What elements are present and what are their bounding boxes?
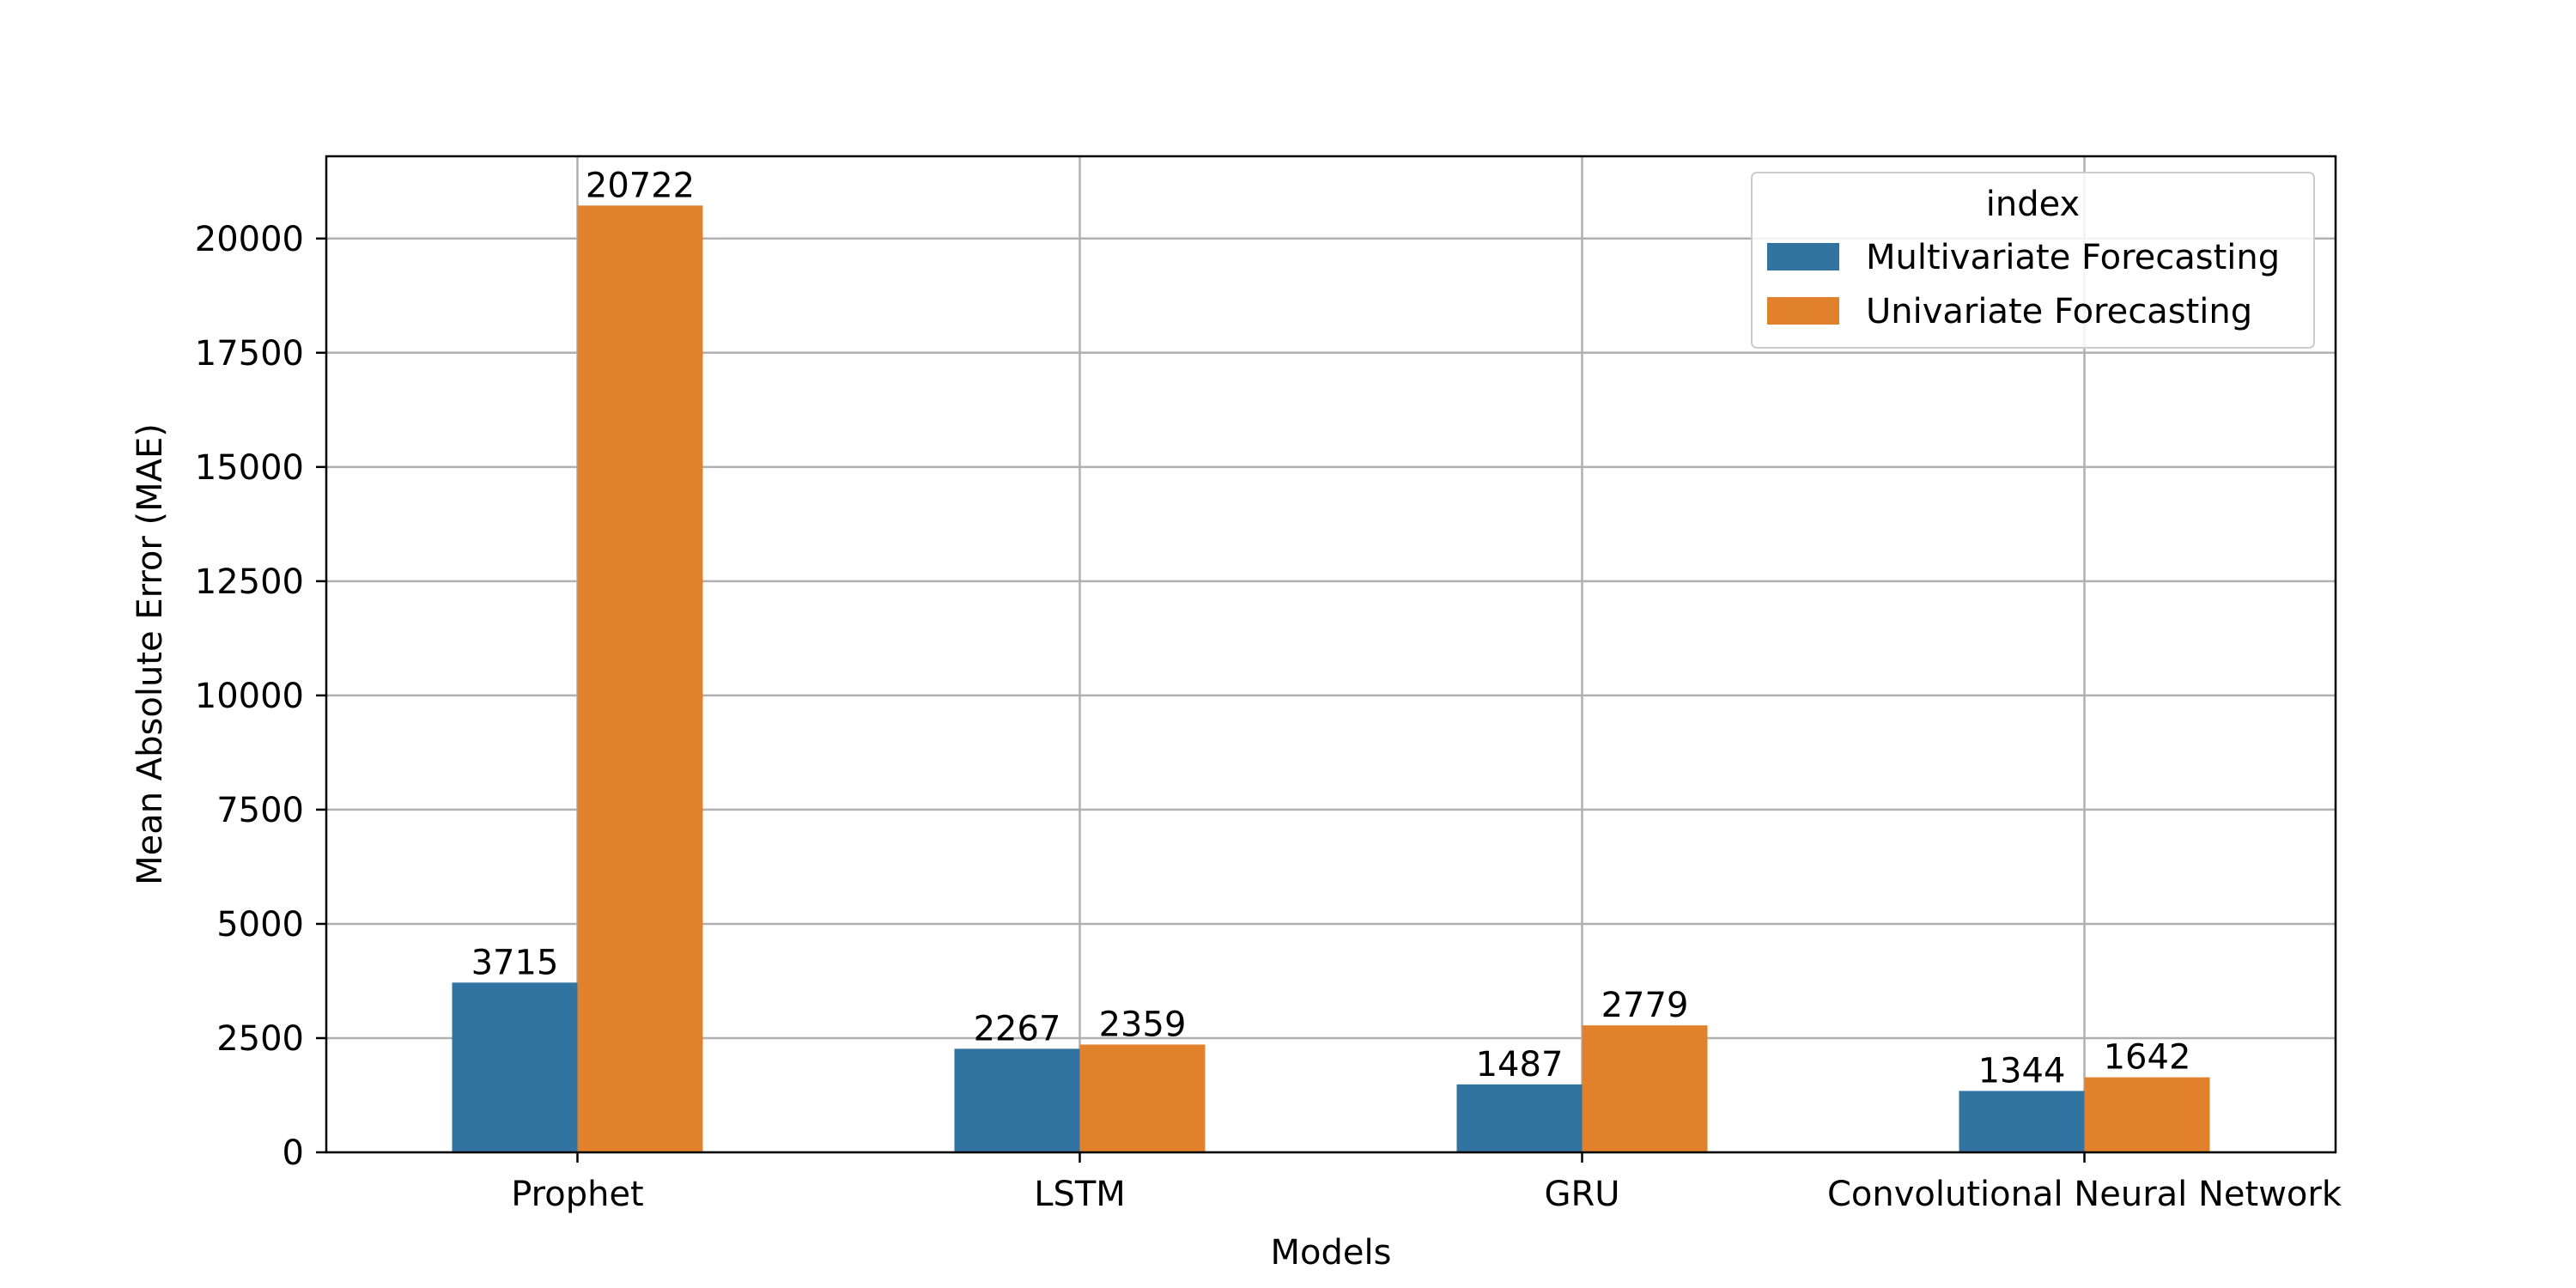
y-tick-label: 0 (283, 1133, 304, 1173)
bar-multivariate (452, 982, 578, 1152)
legend-title: index (1986, 185, 2080, 224)
x-axis-label: Models (1271, 1233, 1392, 1273)
x-tick-label: Convolutional Neural Network (1827, 1175, 2342, 1214)
bar-multivariate (1456, 1084, 1583, 1152)
bar-multivariate (1959, 1091, 2085, 1152)
x-tick-label: Prophet (511, 1175, 644, 1214)
data-labels: 3715 2267 1487 1344 20722 2359 2779 1642 (471, 166, 2191, 1091)
legend-entry-label: Multivariate Forecasting (1866, 238, 2280, 277)
bar-value-label: 1344 (1978, 1051, 2066, 1091)
bar-univariate (1079, 1044, 1206, 1152)
legend-swatch (1767, 243, 1839, 270)
plot-frame (325, 155, 2337, 1154)
legend-swatch (1767, 297, 1839, 325)
y-tick-label: 12500 (195, 562, 304, 602)
x-tick-label: LSTM (1034, 1175, 1126, 1214)
y-tick-label: 5000 (216, 905, 304, 945)
legend: index Multivariate Forecasting Univariate… (1751, 172, 2315, 349)
bar-value-label: 3715 (471, 943, 559, 982)
bars (452, 205, 2210, 1153)
y-tick-label: 17500 (195, 334, 304, 374)
y-axis-label: Mean Absolute Error (MAE) (131, 423, 170, 885)
bar-multivariate (954, 1048, 1080, 1152)
bar-value-label: 2267 (974, 1009, 1061, 1048)
bar-value-label: 2779 (1601, 986, 1689, 1025)
y-tick-label: 7500 (216, 791, 304, 830)
bar-univariate (1582, 1025, 1708, 1152)
legend-entry-label: Univariate Forecasting (1866, 292, 2252, 331)
bar-univariate (2084, 1077, 2210, 1152)
bar-value-label: 20722 (586, 166, 695, 205)
bar-value-label: 2359 (1099, 1005, 1187, 1044)
tick-labels: 0 2500 5000 7500 10000 12500 15000 17500 20000 Pr… (195, 220, 2342, 1214)
x-tick-label: GRU (1544, 1175, 1619, 1214)
y-tick-label: 15000 (195, 448, 304, 488)
bar-value-label: 1487 (1476, 1045, 1564, 1084)
y-tick-label: 10000 (195, 677, 304, 716)
y-tick-label: 20000 (195, 220, 304, 259)
y-tick-label: 2500 (216, 1019, 304, 1059)
bar-value-label: 1642 (2104, 1038, 2191, 1078)
bar-univariate (577, 205, 703, 1153)
legend-box (1751, 172, 2315, 349)
